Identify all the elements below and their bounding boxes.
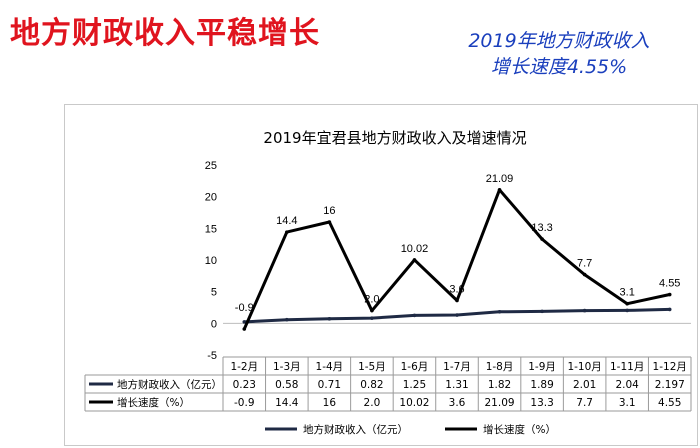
table-cell: -0.9: [234, 397, 255, 409]
revenue-point: [667, 307, 672, 312]
data-label: 21.09: [486, 173, 514, 185]
revenue-point: [582, 308, 587, 313]
y-tick-label: 15: [205, 223, 217, 235]
category-tick-label: 1-9月: [528, 361, 556, 373]
revenue-point: [455, 313, 459, 317]
legend-label-growth: 增长速度（%）: [483, 423, 556, 436]
growth-point: [497, 187, 502, 192]
data-label: 13.3: [531, 222, 552, 234]
data-label: 14.4: [276, 215, 297, 227]
growth-point: [625, 301, 629, 306]
data-label: 3.6: [449, 284, 464, 296]
growth-rate-callout: 2019年地方财政收入 增长速度4.55%: [428, 28, 690, 80]
data-label: 16: [323, 205, 335, 217]
data-label: 4.55: [659, 278, 680, 290]
table-cell: 3.1: [619, 397, 636, 409]
table-row-header: 地方财政收入（亿元）: [117, 378, 222, 391]
category-tick-label: 1-2月: [230, 361, 258, 373]
revenue-point: [327, 317, 332, 321]
table-cell: 1.82: [488, 379, 511, 391]
revenue-point: [242, 320, 247, 324]
category-tick-label: 1-5月: [358, 361, 386, 373]
table-cell: 14.4: [275, 397, 299, 409]
chart-title: 2019年宜君县地方财政收入及增速情况: [263, 129, 526, 147]
table-cell: 2.197: [655, 379, 685, 391]
revenue-point: [540, 309, 544, 314]
growth-series-line: [242, 188, 671, 330]
table-cell: 0.82: [360, 379, 383, 391]
table-cell: 2.0: [364, 397, 381, 409]
category-tick-label: 1-12月: [653, 361, 687, 373]
table-cell: 4.55: [658, 397, 681, 409]
data-label: 7.7: [577, 258, 592, 270]
category-tick-label: 1-11月: [610, 361, 644, 373]
table-cell: 1.31: [445, 379, 468, 391]
table-cell: 16: [323, 397, 337, 409]
revenue-point: [370, 316, 374, 320]
table-cell: 0.23: [233, 379, 256, 391]
headline: 地方财政收入平稳增长: [10, 16, 320, 51]
growth-point: [285, 230, 289, 234]
table-cell: 7.7: [576, 397, 593, 409]
table-cell: 3.6: [449, 397, 466, 409]
table-cell: 2.01: [573, 379, 596, 391]
growth-point: [582, 272, 587, 277]
revenue-growth-chart: 2019年宜君县地方财政收入及增速情况 25 20 15 10 5 0 -5 1-2月 1-3月 1…: [84, 129, 692, 436]
y-tick-label: 10: [205, 255, 217, 267]
legend-label-revenue: 地方财政收入（亿元）: [303, 423, 408, 436]
table-cell: 2.04: [615, 379, 639, 391]
category-tick-label: 1-7月: [443, 361, 471, 373]
y-tick-label: 20: [205, 192, 217, 204]
table-cell: 1.25: [403, 379, 426, 391]
category-tick-label: 1-4月: [316, 361, 344, 373]
table-cell: 21.09: [485, 397, 515, 409]
growth-point: [370, 308, 374, 313]
table-cell: 0.58: [275, 379, 298, 391]
category-tick-label: 1-3月: [273, 361, 301, 373]
revenue-point: [497, 310, 502, 314]
table-row-header: 增长速度（%）: [117, 396, 190, 409]
y-tick-label: 5: [211, 287, 217, 299]
chart-frame: 2019年宜君县地方财政收入及增速情况 25 20 15 10 5 0 -5 1-2月 1-3月 1…: [64, 104, 698, 446]
data-label: 3.1: [620, 287, 635, 299]
table-cell: 13.3: [530, 397, 553, 409]
y-tick-label: -5: [207, 350, 217, 362]
growth-point: [667, 292, 672, 297]
growth-point: [242, 327, 247, 331]
callout-line-2: 增长速度4.55%: [490, 56, 628, 78]
data-label: 10.02: [401, 243, 429, 255]
data-label: 2.0: [364, 294, 379, 306]
table-cell: 0.71: [318, 379, 341, 391]
growth-point: [412, 258, 417, 262]
data-label: -0.9: [235, 302, 254, 314]
growth-point: [540, 237, 544, 241]
revenue-point: [285, 317, 289, 322]
callout-line-1: 2019年地方财政收入: [468, 30, 650, 52]
table-cell: 1.89: [530, 379, 553, 391]
category-tick-label: 1-10月: [567, 361, 601, 373]
growth-point: [327, 220, 332, 224]
category-tick-label: 1-8月: [486, 361, 514, 373]
revenue-point: [412, 313, 417, 318]
y-tick-label: 0: [211, 318, 217, 330]
y-tick-label: 25: [205, 160, 217, 172]
growth-point: [455, 298, 459, 303]
table-cell: 10.02: [399, 397, 429, 409]
category-tick-label: 1-6月: [401, 361, 429, 373]
revenue-point: [625, 308, 629, 313]
